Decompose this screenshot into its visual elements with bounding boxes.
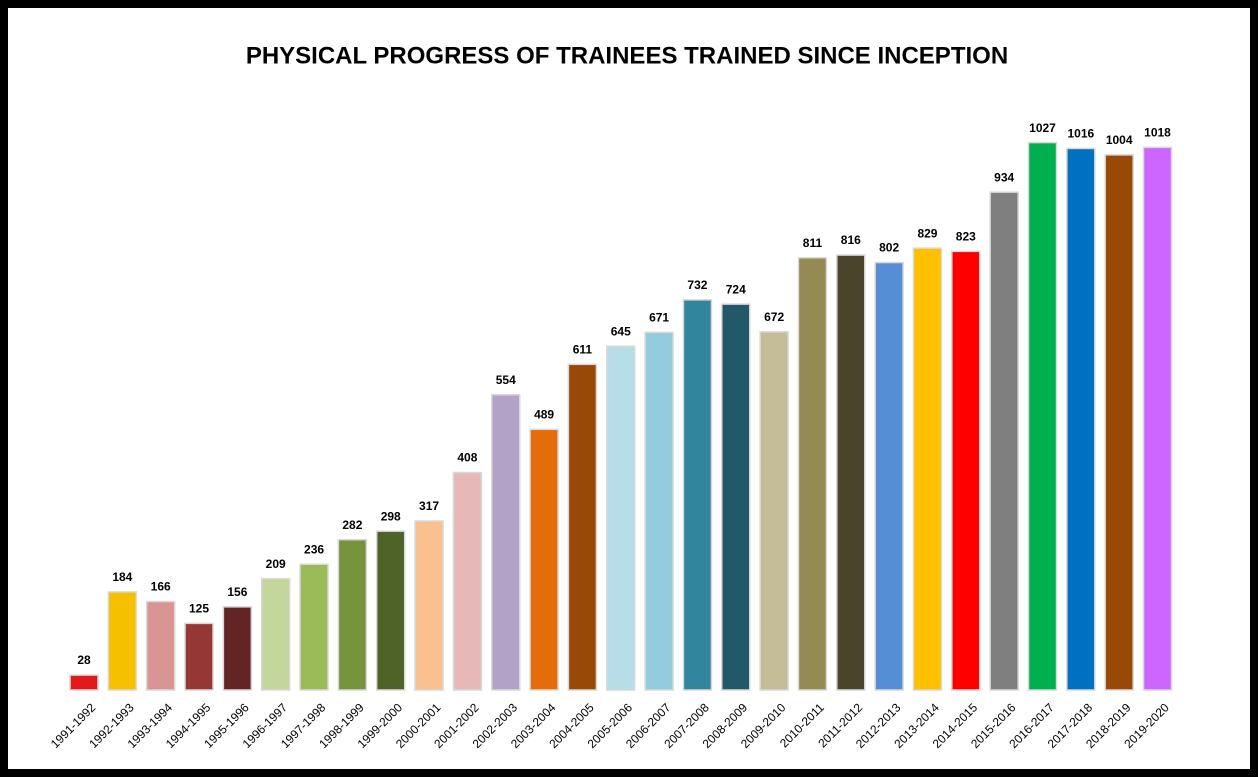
value-label: 28 (77, 653, 91, 667)
bar (874, 261, 904, 691)
value-label: 672 (764, 310, 784, 324)
bar (145, 600, 176, 691)
bar (1066, 147, 1096, 691)
value-label: 671 (649, 311, 669, 325)
value-label: 282 (342, 518, 362, 532)
bar (759, 331, 789, 691)
value-label: 816 (841, 233, 861, 247)
bar (375, 530, 406, 691)
bar (414, 520, 444, 691)
bar (682, 299, 713, 691)
value-label: 1027 (1029, 121, 1056, 135)
value-label: 823 (956, 230, 976, 244)
value-label: 1018 (1144, 126, 1171, 140)
value-label: 317 (419, 499, 439, 513)
value-label: 298 (381, 509, 401, 523)
bar (260, 577, 291, 691)
value-label: 125 (189, 602, 209, 616)
value-label: 184 (112, 570, 132, 584)
bar (1027, 141, 1058, 691)
bar (184, 622, 214, 691)
value-label: 489 (534, 408, 554, 422)
bar (606, 345, 636, 691)
bar (836, 254, 866, 691)
value-label: 236 (304, 542, 324, 556)
bar (797, 256, 828, 691)
chart-title: PHYSICAL PROGRESS OF TRAINEES TRAINED SI… (246, 42, 1008, 69)
value-label: 408 (457, 451, 477, 465)
value-label: 732 (687, 278, 707, 292)
bar (299, 563, 329, 691)
bar (644, 331, 674, 691)
bar (529, 428, 559, 691)
bar (337, 538, 368, 691)
bar (1104, 154, 1134, 691)
bar (1142, 146, 1173, 691)
bar (989, 191, 1019, 691)
bar (69, 674, 99, 691)
value-label: 611 (573, 343, 593, 357)
value-label: 645 (611, 324, 631, 338)
bar (567, 363, 598, 691)
value-label: 166 (151, 580, 171, 594)
value-label: 1016 (1067, 127, 1094, 141)
bar (951, 250, 981, 691)
bar (107, 591, 138, 691)
value-label: 209 (266, 557, 286, 571)
value-label: 1004 (1106, 133, 1133, 147)
value-label: 802 (879, 241, 899, 255)
bar (452, 471, 483, 691)
value-label: 829 (917, 226, 937, 240)
value-label: 934 (994, 170, 1014, 184)
value-label: 724 (726, 282, 746, 296)
value-label: 811 (803, 236, 823, 250)
bar (490, 393, 521, 691)
bar (222, 606, 253, 691)
value-label: 156 (227, 585, 247, 599)
value-label: 554 (496, 373, 516, 387)
bar (912, 247, 943, 691)
bar (721, 303, 751, 691)
